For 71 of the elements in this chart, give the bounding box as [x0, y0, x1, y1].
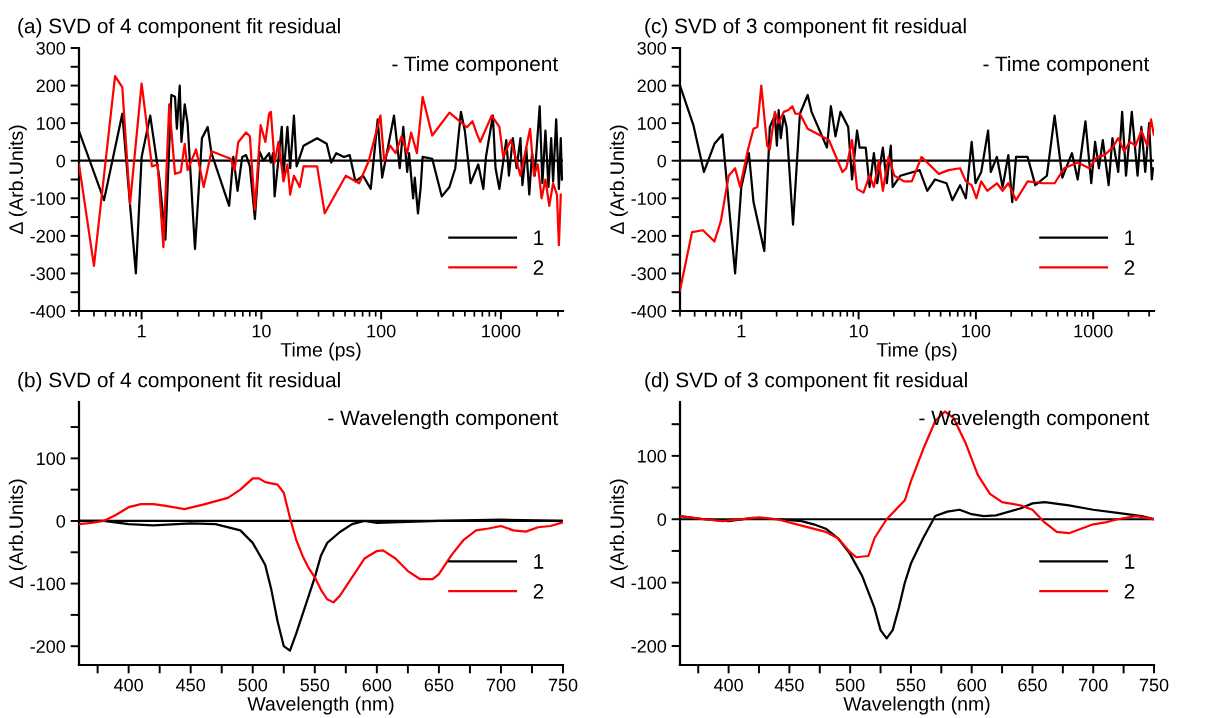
x-tick-label: 550	[300, 678, 330, 692]
x-tick-label: 600	[362, 678, 392, 692]
y-tick-label: 100	[37, 452, 66, 466]
legend-label: 2	[533, 260, 544, 275]
y-tick-label: 100	[638, 117, 667, 130]
y-tick-label: 100	[638, 449, 667, 463]
x-axis-title: Wavelength (nm)	[843, 696, 990, 715]
y-axis-title: Δ (Arb.Units)	[8, 479, 27, 589]
y-tick-label: 300	[36, 41, 66, 55]
legend-label: 1	[534, 230, 544, 245]
y-tick-label: -300	[30, 267, 66, 281]
x-axis-title: Wavelength (nm)	[247, 696, 394, 715]
x-tick-label: 700	[486, 678, 516, 692]
x-tick-label: 650	[424, 678, 454, 692]
legend-label: 1	[1125, 230, 1135, 245]
legend-label: 2	[1124, 583, 1135, 599]
y-tick-label: -100	[30, 577, 66, 591]
x-tick-label: 1000	[482, 324, 521, 338]
y-tick-label: 300	[637, 41, 667, 55]
chart-subtitle: - Time component	[392, 55, 559, 76]
x-tick-label: 10	[252, 324, 271, 338]
x-tick-label: 700	[1079, 678, 1108, 692]
x-tick-label: 550	[896, 678, 926, 692]
x-tick-label: 450	[176, 678, 206, 692]
x-tick-label: 1	[137, 324, 146, 338]
y-tick-label: 0	[56, 514, 66, 528]
y-axis-title: Δ (Arb.Units)	[8, 125, 27, 235]
y-tick-label: 200	[637, 79, 667, 93]
x-tick-label: 500	[835, 678, 865, 692]
x-tick-label: 10	[849, 324, 868, 338]
y-tick-label: -400	[30, 304, 66, 318]
legend-label: 1	[1125, 554, 1135, 569]
legend-label: 2	[533, 583, 544, 599]
y-tick-label: 200	[36, 79, 66, 93]
y-tick-label: -100	[631, 576, 667, 590]
x-tick-label: 100	[367, 324, 396, 338]
legend-label: 2	[1124, 260, 1135, 275]
y-tick-label: 0	[56, 154, 66, 168]
chart-title: (b) SVD of 4 component fit residual	[18, 372, 340, 392]
x-tick-label: 100	[962, 324, 991, 338]
y-tick-label: -300	[631, 267, 667, 281]
chart-subtitle: - Wavelength component	[328, 409, 559, 430]
y-tick-label: -200	[631, 639, 667, 653]
chart-subtitle: - Time component	[983, 55, 1150, 76]
x-tick-label: 400	[713, 678, 743, 692]
x-axis-title: Time (ps)	[280, 342, 361, 361]
y-axis-title: Δ (Arb.Units)	[609, 479, 628, 589]
x-tick-label: 600	[957, 678, 987, 692]
y-tick-label: 0	[657, 513, 667, 526]
x-tick-label: 750	[1139, 678, 1169, 692]
x-tick-label: 1	[737, 324, 746, 338]
x-tick-label: 500	[238, 678, 268, 692]
y-tick-label: -400	[631, 304, 667, 318]
y-tick-label: -200	[30, 229, 66, 243]
chart-title: (a) SVD of 4 component fit residual	[18, 18, 340, 38]
x-tick-label: 1000	[1074, 324, 1113, 338]
chart-title: (c) SVD of 3 component fit residual	[645, 18, 966, 38]
x-tick-label: 400	[113, 678, 143, 692]
y-tick-label: 100	[37, 117, 66, 130]
y-tick-label: -100	[631, 192, 667, 206]
legend-label: 1	[534, 554, 544, 569]
y-tick-label: -100	[30, 192, 66, 206]
x-tick-label: 650	[1018, 678, 1047, 692]
y-axis-title: Δ (Arb.Units)	[609, 125, 628, 235]
x-axis-title: Time (ps)	[876, 342, 957, 361]
y-tick-label: 0	[657, 154, 667, 168]
x-tick-label: 750	[548, 678, 578, 692]
chart-title: (d) SVD of 3 component fit residual	[645, 372, 967, 392]
y-tick-label: -200	[30, 640, 66, 653]
x-tick-label: 450	[774, 678, 804, 692]
y-tick-label: -200	[631, 229, 667, 243]
